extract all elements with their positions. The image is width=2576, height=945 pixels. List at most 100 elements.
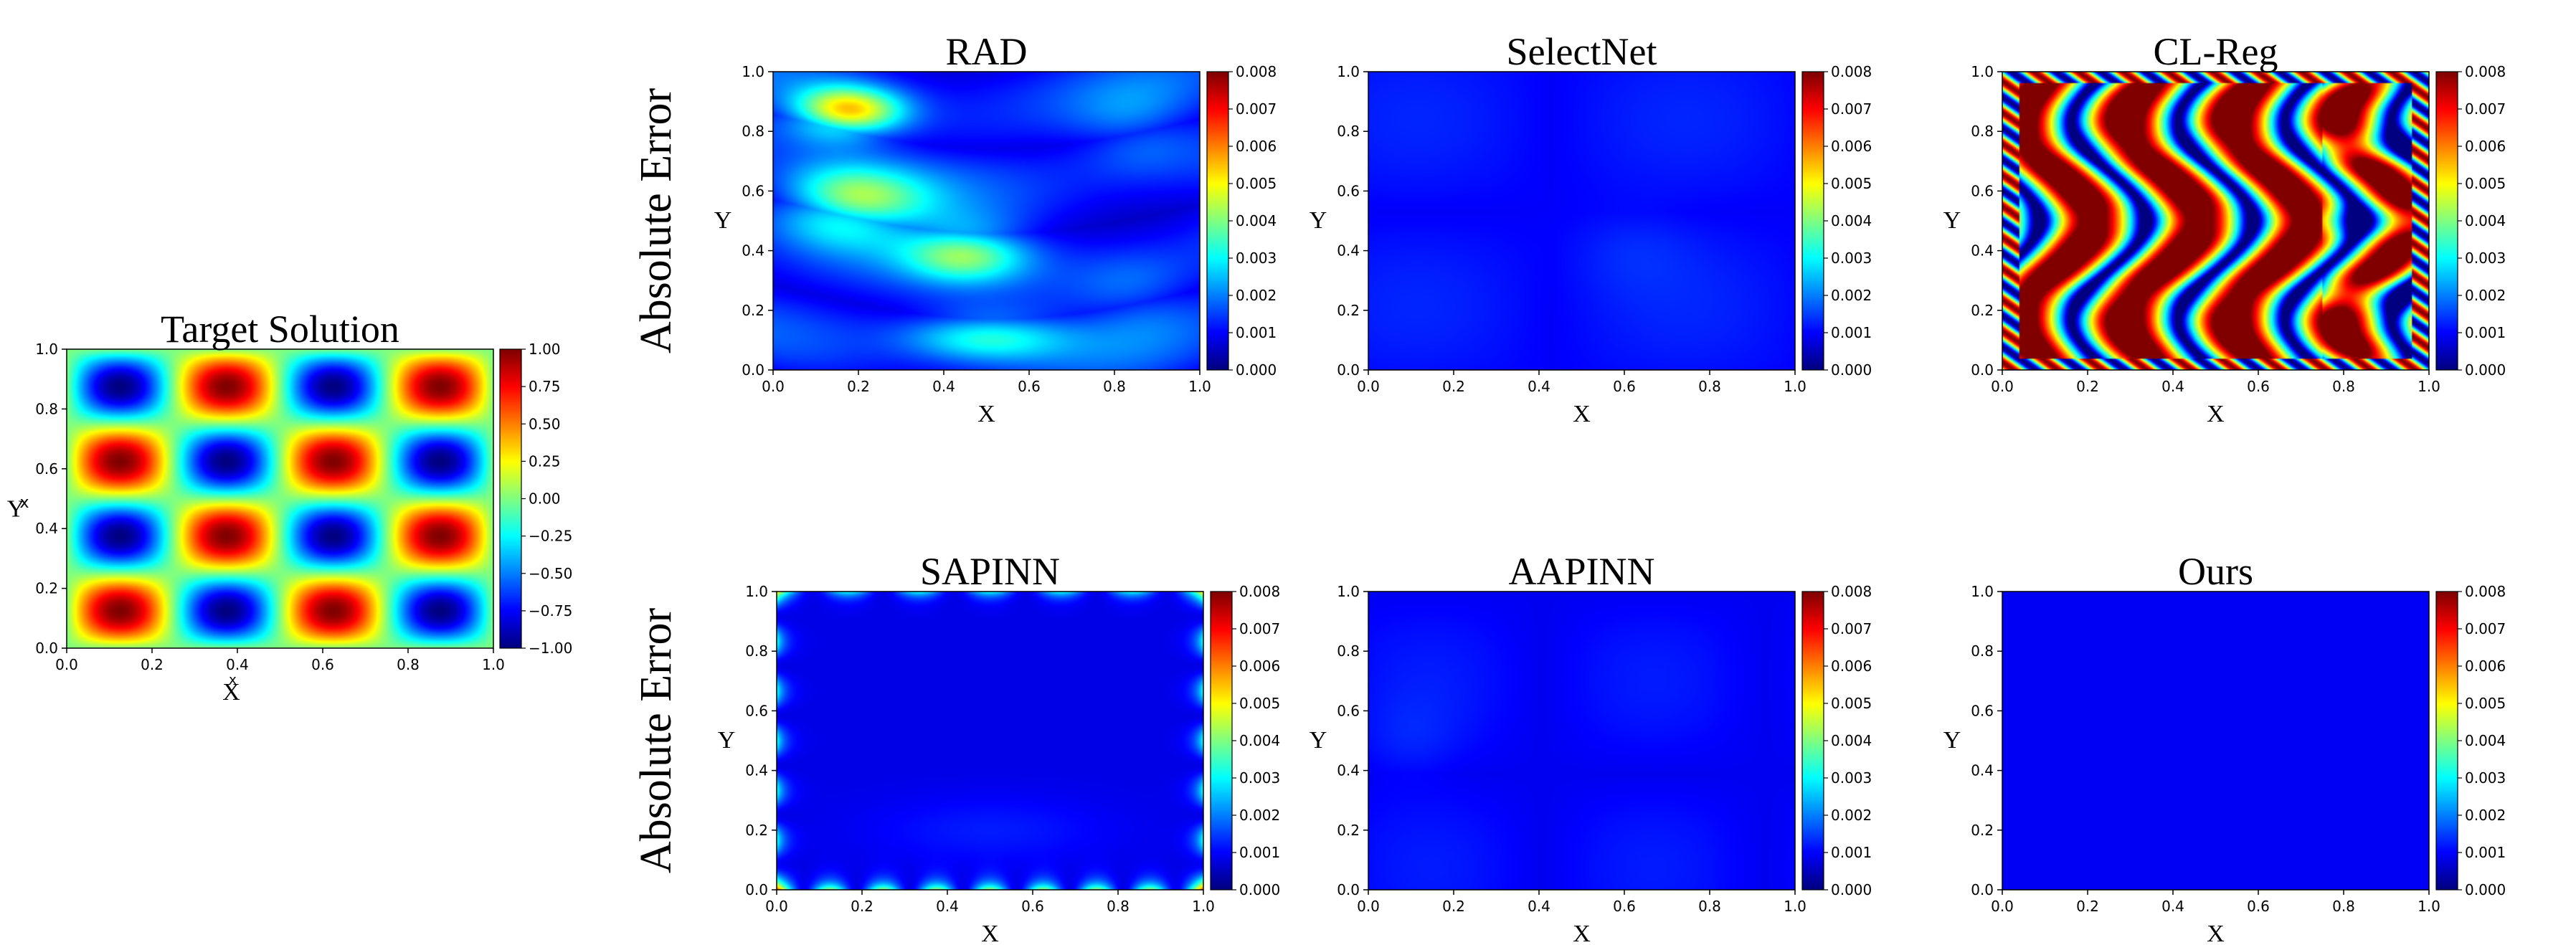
y-tick-label: 0.6 [745,702,768,719]
y-tick-label: 0.6 [742,182,764,199]
colorbar-tick-label: 0.001 [2465,844,2506,861]
colorbar-tick-label: −0.75 [529,602,572,619]
colorbar-tick-label: 0.000 [1831,881,1872,898]
x-tick-label: 0.0 [1357,378,1380,395]
y-axis-label: Y [1943,727,1961,754]
y-tick-label: 1.0 [1337,63,1360,80]
panel-title: Ours [2178,550,2253,593]
y-tick-label: 0.8 [1971,123,1994,140]
y-tick-label: 0.8 [742,123,764,140]
x-tick-label: 0.6 [311,656,334,673]
x-tick-label: 0.0 [762,378,785,395]
heatmap-image [2002,592,2429,890]
colorbar-tick-label: 0.005 [1236,175,1277,192]
y-tick-label: 0.0 [1971,361,1994,379]
colorbar-tick-label: 0.006 [2465,138,2506,155]
colorbar-tick-label: 0.006 [2465,657,2506,675]
colorbar-tick-label: 0.002 [1831,807,1872,824]
heatmap-image [777,592,1203,890]
panel-ours: Ours 0.0 0.2 0.4 0.6 0.8 1.0 0.0 0.2 0.4 0.6 0.8 1.0… [1943,550,2506,945]
x-tick-label: 0.4 [936,898,959,915]
y-tick-label: 1.0 [1971,583,1994,600]
y-tick-label: 0.4 [1337,242,1360,260]
colorbar-tick-label: 0.007 [1236,100,1277,118]
panel-title: RAD [945,30,1027,73]
x-tick-label: 0.8 [2332,898,2355,915]
colorbar-tick-label: 0.003 [1239,769,1280,787]
colorbar-tick-label: 0.003 [1236,250,1277,267]
colorbar-tick-label: 0.001 [2465,324,2506,341]
x-tick-label: 1.0 [1784,898,1806,915]
colorbar-tick-label: 0.005 [1831,695,1872,712]
y-axis-label: Y [1310,727,1327,754]
plot-frame [776,591,1204,891]
colorbar-tick-label: 0.004 [2465,212,2506,229]
colorbar [1211,592,1232,890]
y-tick-label: 0.4 [35,520,58,537]
y-axis-label: Y [718,727,736,754]
colorbar-tick-label: 0.007 [2465,620,2506,637]
colorbar-tick-label: 0.006 [1239,657,1280,675]
x-axis-label: X [981,921,999,945]
y-tick-label: 0.6 [35,460,58,478]
colorbar-tick-label: 0.008 [1239,583,1280,600]
y-tick-label: 1.0 [742,63,764,80]
colorbar-tick-label: 0.008 [2465,63,2506,80]
colorbar-tick-label: 0.000 [1236,361,1277,379]
x-tick-label: 0.2 [1442,898,1465,915]
row-label: Absolute Error [632,88,681,354]
y-axis-label: Y [1310,207,1327,234]
colorbar [1802,72,1824,370]
x-tick-label: 0.8 [1698,378,1721,395]
y-tick-label: 0.4 [1971,242,1994,260]
colorbar-tick-label: 0.00 [529,490,561,508]
colorbar-tick-label: 0.006 [1831,657,1872,675]
colorbar-tick-label: 0.006 [1236,138,1277,155]
y-tick-label: 0.0 [1971,881,1994,898]
x-tick-label: 0.6 [1613,898,1636,915]
y-axis-label: Y [1943,207,1961,234]
y-tick-label: 0.2 [1337,822,1360,839]
y-tick-label: 0.0 [1337,361,1360,379]
panel-target-solution: Target Solution 0.0 0.2 0.4 0.6 0.8 1.0 0.0 0.2 0… [7,308,573,706]
y-tick-label: 0.8 [745,642,768,660]
colorbar-tick-label: 0.008 [1236,63,1277,80]
colorbar-tick-label: 0.001 [1831,844,1872,861]
stray-label: x [19,494,29,512]
y-tick-label: 0.0 [1337,881,1360,898]
panel-cl-reg: CL-Reg 0.0 0.2 0.4 0.6 0.8 1.0 0.0 0.2 0.4 0.6 0.8 1… [1943,30,2506,427]
heatmap-image [773,72,1200,370]
colorbar-tick-label: 0.003 [1831,769,1872,787]
heatmap-image [1368,72,1795,370]
x-tick-label: 1.0 [2418,898,2440,915]
y-tick-label: 0.6 [1337,182,1360,199]
colorbar [2436,72,2458,370]
x-tick-label: 1.0 [1192,898,1215,915]
colorbar-tick-label: 0.000 [1831,361,1872,379]
colorbar [1207,72,1228,370]
x-tick-label: 0.8 [1107,898,1130,915]
plot-frame [1368,71,1796,371]
plot-frame [772,71,1201,371]
x-tick-label: 0.4 [932,378,955,395]
colorbar-tick-label: 0.003 [2465,250,2506,267]
x-tick-label: 0.0 [1991,378,2014,395]
x-tick-label: 0.2 [847,378,870,395]
panel-title: SAPINN [920,550,1060,593]
colorbar-tick-label: 0.000 [2465,881,2506,898]
panel-title: AAPINN [1508,550,1654,593]
colorbar-tick-label: −1.00 [529,640,572,657]
x-tick-label: 0.8 [1698,898,1721,915]
x-tick-label: 0.0 [1357,898,1380,915]
colorbar-tick-label: 0.25 [529,452,561,470]
y-axis-label: Y [7,496,25,523]
x-tick-label: 0.2 [1442,378,1465,395]
colorbar [1802,592,1824,890]
x-tick-label: 0.4 [226,656,249,673]
heatmap-image [1368,592,1795,890]
colorbar-tick-label: 0.004 [2465,732,2506,749]
y-tick-label: 0.8 [35,400,58,417]
colorbar-tick-label: 0.000 [1239,881,1280,898]
x-tick-label: 0.0 [765,898,788,915]
colorbar-tick-label: 0.007 [1239,620,1280,637]
